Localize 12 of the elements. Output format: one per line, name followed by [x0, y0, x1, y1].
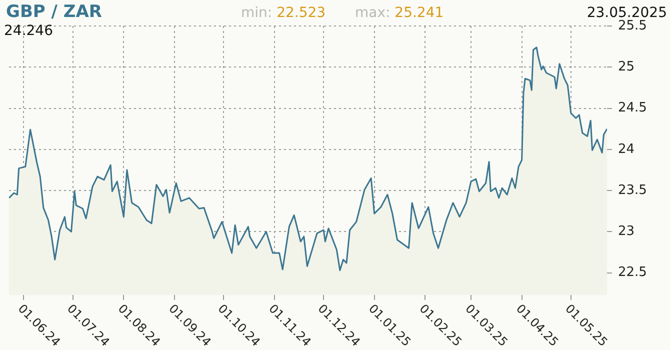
- text: min: 22.523: [241, 5, 326, 21]
- text: max: 25.241: [355, 5, 444, 21]
- y-tick-label: 23: [618, 224, 635, 240]
- annotation: 24.246: [4, 23, 53, 39]
- y-tick-label: 23.5: [618, 182, 647, 198]
- y-tick-label: 25.5: [618, 18, 647, 34]
- text: 23.05.2025: [586, 5, 667, 21]
- y-tick-label: 22.5: [618, 265, 647, 280]
- y-tick-label: 24.5: [618, 100, 647, 116]
- chart-title: GBP / ZAR: [6, 2, 102, 22]
- y-tick-label: 25: [618, 60, 635, 75]
- y-tick-label: 24: [618, 142, 635, 157]
